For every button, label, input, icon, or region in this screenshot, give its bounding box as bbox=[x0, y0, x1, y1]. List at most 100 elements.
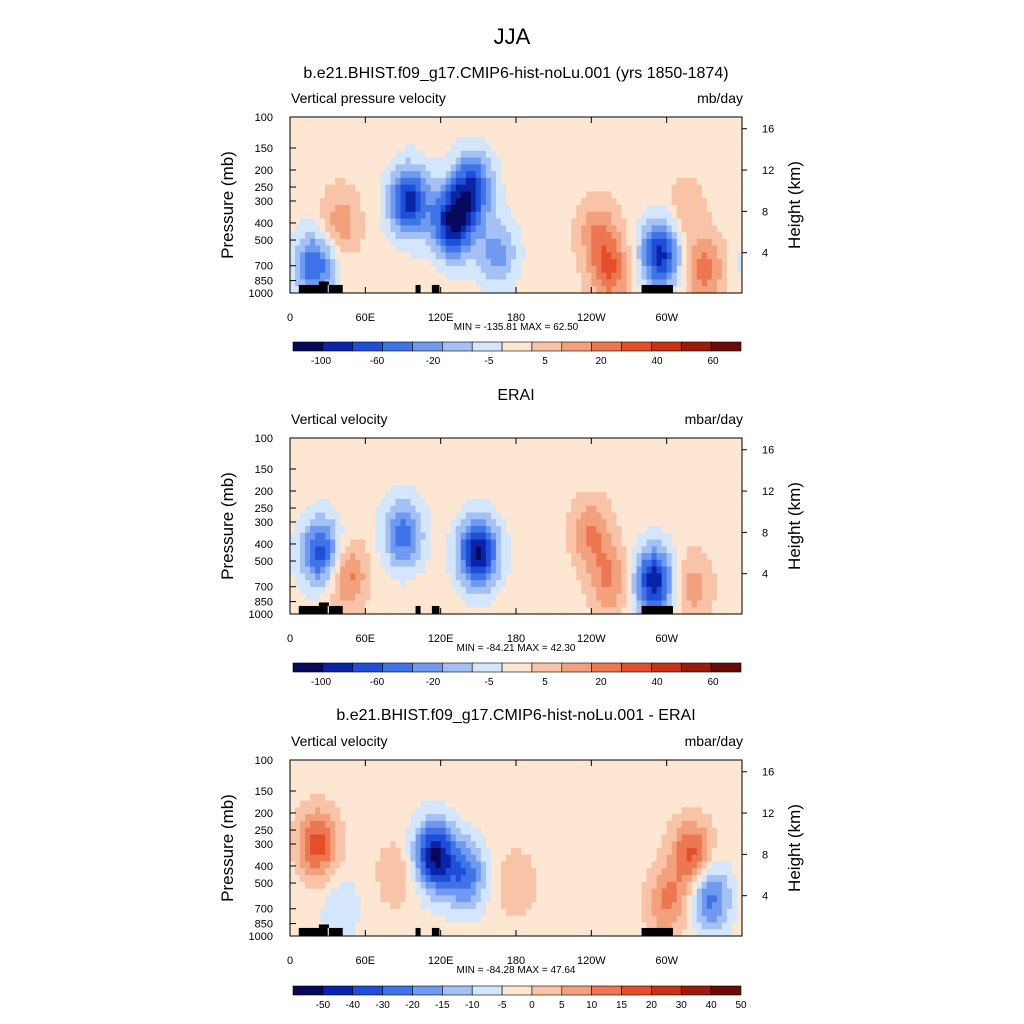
heatmap-cell bbox=[691, 573, 698, 581]
heatmap-cell bbox=[516, 218, 522, 226]
heatmap-cell bbox=[656, 526, 663, 534]
heatmap-cell bbox=[611, 191, 618, 199]
heatmap-cell bbox=[315, 485, 321, 493]
heatmap-cell bbox=[621, 117, 628, 125]
heatmap-cell bbox=[450, 485, 457, 493]
heatmap-cell bbox=[536, 184, 542, 193]
heatmap-cell bbox=[400, 265, 407, 274]
heatmap-cell bbox=[430, 593, 437, 602]
heatmap-cell bbox=[621, 177, 628, 186]
plot-area bbox=[289, 437, 743, 615]
heatmap-cell bbox=[606, 553, 613, 561]
heatmap-cell bbox=[445, 225, 452, 233]
heatmap-cell bbox=[531, 137, 537, 145]
heatmap-cell bbox=[425, 580, 432, 588]
heatmap-cell bbox=[350, 123, 356, 132]
heatmap-cell bbox=[686, 492, 693, 500]
heatmap-cell bbox=[731, 279, 738, 287]
heatmap-cell bbox=[335, 458, 341, 466]
heatmap-cell bbox=[460, 225, 467, 233]
heatmap-cell bbox=[671, 539, 678, 547]
heatmap-cell bbox=[546, 198, 552, 206]
heatmap-cell bbox=[425, 451, 432, 459]
heatmap-cell bbox=[711, 144, 718, 152]
heatmap-cell bbox=[666, 566, 673, 574]
heatmap-cell bbox=[736, 286, 743, 294]
heatmap-cell bbox=[566, 245, 572, 253]
heatmap-cell bbox=[430, 218, 437, 226]
heatmap-cell bbox=[385, 600, 392, 608]
heatmap-cell bbox=[606, 205, 613, 213]
heatmap-cell bbox=[696, 205, 703, 213]
heatmap-cell bbox=[350, 526, 356, 534]
heatmap-cell bbox=[541, 444, 547, 453]
heatmap-cell bbox=[390, 184, 397, 193]
heatmap-cell bbox=[531, 539, 537, 547]
heatmap-cell bbox=[676, 573, 683, 581]
heatmap-cell bbox=[651, 144, 658, 152]
heatmap-cell bbox=[636, 465, 643, 473]
heatmap-cell bbox=[661, 265, 668, 274]
heatmap-cell bbox=[566, 225, 572, 233]
heatmap-cell bbox=[581, 539, 587, 547]
heatmap-cell bbox=[300, 130, 306, 138]
heatmap-cell bbox=[596, 465, 602, 473]
heatmap-cell bbox=[305, 553, 311, 561]
heatmap-cell bbox=[330, 444, 336, 453]
heatmap-cell bbox=[410, 586, 417, 595]
heatmap-cell bbox=[561, 171, 567, 179]
heatmap-cell bbox=[671, 198, 678, 206]
heatmap-cell bbox=[410, 198, 417, 206]
heatmap-cell bbox=[370, 238, 376, 247]
heatmap-cell bbox=[606, 539, 613, 547]
heatmap-cell bbox=[531, 245, 537, 253]
heatmap-cell bbox=[546, 478, 552, 486]
heatmap-cell bbox=[721, 532, 728, 541]
heatmap-cell bbox=[440, 184, 447, 193]
heatmap-cell bbox=[666, 150, 673, 159]
heatmap-cell bbox=[606, 157, 613, 165]
heatmap-cell bbox=[586, 137, 592, 145]
heatmap-cell bbox=[711, 607, 718, 615]
heatmap-cell bbox=[345, 573, 351, 581]
heatmap-cell bbox=[616, 505, 623, 514]
heatmap-cell bbox=[440, 164, 447, 172]
heatmap-cell bbox=[380, 205, 387, 213]
heatmap-cell bbox=[696, 451, 703, 459]
heatmap-cell bbox=[440, 600, 447, 608]
heatmap-cell bbox=[390, 600, 397, 608]
heatmap-cell bbox=[415, 505, 422, 514]
heatmap-cell bbox=[435, 211, 442, 220]
heatmap-cell bbox=[671, 265, 678, 274]
heatmap-cell bbox=[526, 580, 532, 588]
heatmap-cell bbox=[516, 191, 522, 199]
heatmap-cell bbox=[721, 492, 728, 500]
heatmap-cell bbox=[300, 265, 306, 274]
heatmap-cell bbox=[666, 198, 673, 206]
heatmap-cell bbox=[521, 573, 527, 581]
heatmap-cell bbox=[561, 177, 567, 186]
heatmap-cell bbox=[445, 532, 452, 541]
heatmap-cell bbox=[636, 117, 643, 125]
heatmap-cell bbox=[315, 444, 321, 453]
heatmap-cell bbox=[495, 580, 502, 588]
heatmap-cell bbox=[661, 505, 668, 514]
heatmap-cell bbox=[435, 238, 442, 247]
heatmap-cell bbox=[325, 566, 331, 574]
heatmap-cell bbox=[440, 519, 447, 527]
heatmap-cell bbox=[495, 150, 502, 159]
heatmap-cell bbox=[626, 286, 633, 294]
heatmap-cell bbox=[505, 444, 512, 453]
heatmap-cell bbox=[380, 218, 387, 226]
heatmap-cell bbox=[310, 793, 316, 802]
heatmap-cell bbox=[566, 272, 572, 281]
heatmap-cell bbox=[295, 438, 301, 446]
heatmap-cell bbox=[430, 505, 437, 514]
heatmap-cell bbox=[300, 780, 306, 788]
heatmap-cell bbox=[300, 205, 306, 213]
heatmap-cell bbox=[531, 191, 537, 199]
heatmap-cell bbox=[686, 532, 693, 541]
heatmap-cell bbox=[470, 164, 477, 172]
heatmap-cell bbox=[721, 150, 728, 159]
heatmap-cell bbox=[305, 123, 311, 132]
